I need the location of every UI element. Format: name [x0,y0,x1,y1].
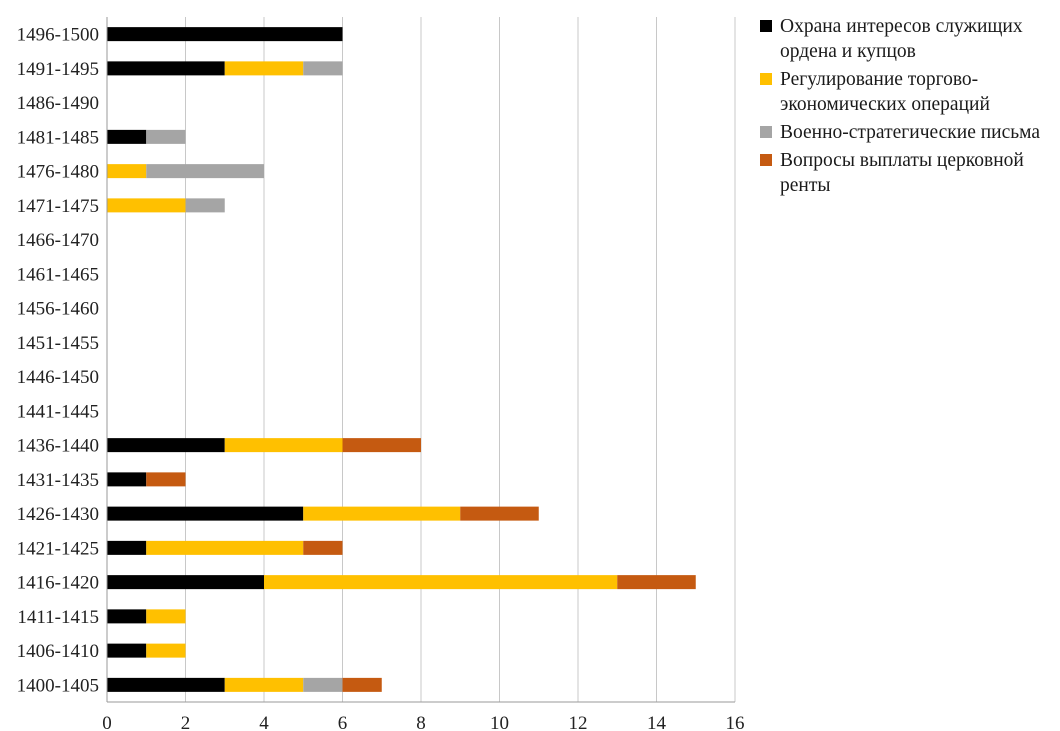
bar-1471-1475-series-1 [107,198,186,213]
legend-swatch-0 [760,20,772,32]
bar-segments [107,27,696,692]
y-tick-label-1456-1460: 1456-1460 [17,299,99,320]
legend-swatch-2 [760,126,772,138]
x-tick-label-14: 14 [647,713,667,731]
bar-1406-1410-series-0 [107,643,147,658]
y-tick-label-1461-1465: 1461-1465 [17,264,99,285]
legend-item-0: Охрана интересов служищих ордена и купцо… [758,14,1058,64]
legend-item-1: Регулирование торгово-экономических опер… [758,67,1058,117]
bar-1491-1495-series-0 [107,61,225,76]
x-tick-label-6: 6 [338,713,348,731]
legend-swatch-3 [760,154,772,166]
bar-1481-1485-series-2 [146,129,186,144]
legend-item-3: Вопросы выплаты церковной ренты [758,148,1058,198]
x-tick-label-8: 8 [416,713,426,731]
y-tick-label-1471-1475: 1471-1475 [17,196,99,217]
y-tick-label-1481-1485: 1481-1485 [17,127,99,148]
y-tick-label-1441-1445: 1441-1445 [17,401,99,422]
bar-1411-1415-series-0 [107,609,147,624]
bar-1481-1485-series-0 [107,129,147,144]
y-tick-label-1416-1420: 1416-1420 [17,573,99,594]
y-tick-label-1491-1495: 1491-1495 [17,59,99,80]
legend-swatch-1 [760,73,772,85]
bar-1421-1425-series-1 [146,540,304,555]
bar-1416-1420-series-1 [264,575,618,590]
bar-1426-1430-series-0 [107,506,304,521]
legend-item-2: Военно-стратегические письма [758,120,1058,145]
y-tick-label-1436-1440: 1436-1440 [17,436,99,457]
legend: Охрана интересов служищих ордена и купцо… [758,14,1058,201]
y-tick-label-1400-1405: 1400-1405 [17,675,99,696]
bar-1496-1500-series-0 [107,27,343,42]
bar-1476-1480-series-2 [146,164,264,179]
bar-1436-1440-series-0 [107,438,225,453]
x-tick-label-16: 16 [726,713,745,731]
y-tick-labels: 1400-1405 1406-1410 1411-1415 1416-1420 1421… [17,25,99,697]
y-tick-label-1421-1425: 1421-1425 [17,538,99,559]
bar-1400-1405-series-0 [107,677,225,692]
bar-1421-1425-series-0 [107,540,147,555]
bar-1411-1415-series-1 [146,609,186,624]
legend-label-0: Охрана интересов служищих ордена и купцо… [780,16,1023,62]
x-tick-label-4: 4 [259,713,269,731]
bar-1431-1435-series-3 [146,472,186,487]
x-tick-label-10: 10 [490,713,509,731]
bar-1421-1425-series-3 [303,540,343,555]
bar-1491-1495-series-2 [303,61,343,76]
x-tick-labels: 0 2 4 6 8 10 12 14 16 [102,713,744,731]
axes [106,17,735,703]
bar-1436-1440-series-1 [224,438,343,453]
bar-1416-1420-series-3 [617,575,696,590]
bar-1436-1440-series-3 [342,438,421,453]
bar-1491-1495-series-1 [224,61,304,76]
bar-1426-1430-series-1 [303,506,461,521]
bar-1400-1405-series-2 [303,677,343,692]
y-tick-label-1446-1450: 1446-1450 [17,367,99,388]
y-tick-label-1496-1500: 1496-1500 [17,25,99,46]
y-tick-label-1426-1430: 1426-1430 [17,504,99,525]
y-tick-label-1476-1480: 1476-1480 [17,162,99,183]
x-tick-label-0: 0 [102,713,112,731]
bar-1400-1405-series-3 [342,677,382,692]
bar-1431-1435-series-0 [107,472,147,487]
x-tick-label-2: 2 [181,713,191,731]
y-tick-label-1466-1470: 1466-1470 [17,230,99,251]
y-tick-label-1406-1410: 1406-1410 [17,641,99,662]
y-tick-label-1451-1455: 1451-1455 [17,333,99,354]
bar-1476-1480-series-1 [107,164,147,179]
y-tick-label-1486-1490: 1486-1490 [17,93,99,114]
bar-1416-1420-series-0 [107,575,264,590]
bar-1400-1405-series-1 [224,677,304,692]
y-tick-label-1411-1415: 1411-1415 [17,607,99,628]
x-tick-label-12: 12 [569,713,588,731]
bar-1426-1430-series-3 [460,506,539,521]
legend-label-1: Регулирование торгово-экономических опер… [780,69,990,115]
grid-lines [185,17,736,702]
y-tick-label-1431-1435: 1431-1435 [17,470,99,491]
legend-label-3: Вопросы выплаты церковной ренты [780,150,1024,196]
legend-label-2: Военно-стратегические письма [780,122,1041,143]
bar-1471-1475-series-2 [185,198,225,213]
bar-1406-1410-series-1 [146,643,186,658]
